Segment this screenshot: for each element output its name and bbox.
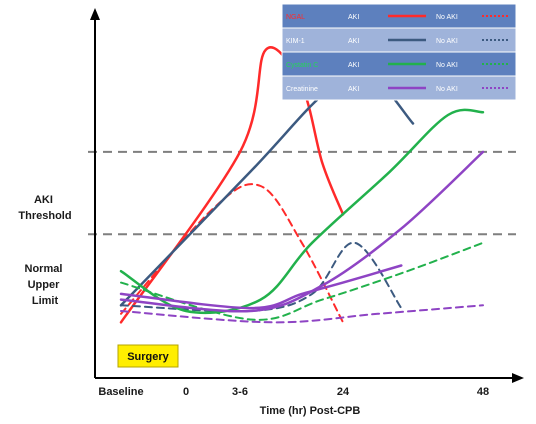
surgery-box (117, 344, 179, 368)
reference-lines (88, 150, 516, 236)
y-axis-arrow-icon (90, 8, 100, 20)
legend-aki-label: AKI (348, 38, 359, 45)
series-line-kim-1-aki (119, 70, 415, 307)
series-line-ngal-aki (119, 46, 345, 324)
legend-marker-name: NGAL (286, 14, 305, 21)
series-line-creatinine-aki (119, 150, 485, 313)
x-tick-label: 3-6 (232, 386, 248, 398)
series-line-creatinine-no-aki (119, 264, 403, 310)
legend-aki-label: AKI (348, 86, 359, 93)
normal-upper-limit-label-line: Upper (28, 279, 61, 291)
x-axis-title: Time (hr) Post-CPB (260, 405, 361, 417)
series-line-ngal-no-aki (120, 183, 344, 324)
x-tick-label: 24 (337, 386, 350, 398)
series-line-cystatin-c-aki (119, 108, 485, 315)
legend: NGAL AKI No AKI KIM-1 AKI No AKI Cystatin C AKI… (281, 3, 517, 101)
legend-marker-name: KIM-1 (286, 38, 305, 45)
legend-no-aki-label: No AKI (436, 62, 458, 69)
legend-no-aki-label: No AKI (436, 38, 458, 45)
legend-marker-name: Creatinine (286, 86, 318, 93)
normal-upper-limit-label-line: Normal (25, 263, 63, 275)
x-tick-label: 0 (183, 386, 189, 398)
x-axis-arrow-icon (512, 373, 524, 383)
series-line-cystatin-c-no-aki (120, 241, 484, 321)
series-line-creatinine-no-aki (120, 304, 484, 324)
surgery-label: Surgery (127, 351, 169, 363)
aki-threshold-label-line: Threshold (18, 210, 71, 222)
legend-no-aki-label: No AKI (436, 86, 458, 93)
x-tick-label: 48 (477, 386, 489, 398)
legend-aki-label: AKI (348, 14, 359, 21)
normal-upper-limit-label: Normal Upper Limit (25, 263, 66, 307)
legend-marker-name: Cystatin C (286, 62, 318, 69)
aki-threshold-label-line: AKI (34, 194, 53, 206)
legend-no-aki-label: No AKI (436, 14, 458, 21)
series-line-kim-1-no-aki (120, 241, 403, 313)
aki-threshold-label: AKI Threshold (18, 194, 71, 222)
x-tick-label: Baseline (98, 386, 143, 398)
legend-aki-label: AKI (348, 62, 359, 69)
normal-upper-limit-label-line: Limit (32, 295, 59, 307)
